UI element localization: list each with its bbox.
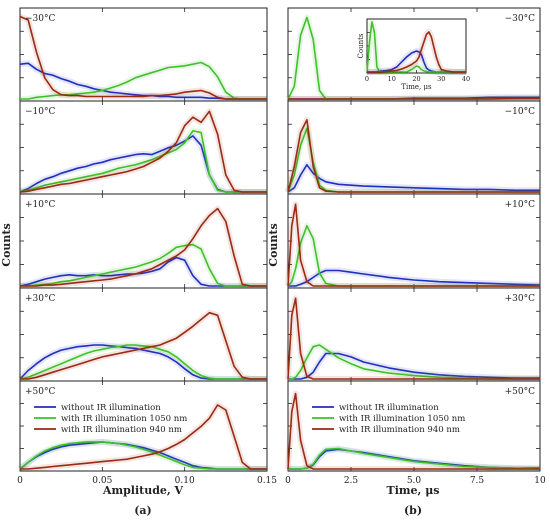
inset-x-label: Time, μs — [401, 83, 432, 91]
temperature-label: −30°C — [25, 14, 55, 24]
subplot-frame — [287, 287, 541, 382]
subplot-b-minus30: −30°C 0 10 20 30 40 Time, μs Counts — [285, 7, 541, 102]
series-line-brown — [287, 392, 540, 470]
inset-y-label: Counts — [357, 33, 365, 58]
legend-entry-blue: without IR illumination — [61, 403, 161, 413]
temperature-label: +10°C — [25, 200, 55, 210]
x-tick-label: 0.05 — [92, 476, 112, 486]
subplot-b-plus30: +30°C — [285, 287, 541, 382]
y-axis-label-b: Counts — [267, 223, 280, 266]
series-line-green — [288, 447, 541, 470]
temperature-label: +10°C — [505, 200, 535, 210]
panel-label-b: (b) — [404, 504, 422, 517]
inset-chart: 0 10 20 30 40 Time, μs Counts — [357, 18, 470, 91]
series-line-green — [19, 441, 267, 470]
subplot-frame — [287, 380, 541, 472]
x-tick-label: 0.10 — [175, 476, 195, 486]
inset-series-line-green — [366, 21, 466, 73]
temperature-label: −10°C — [505, 107, 535, 117]
temperature-label: −30°C — [505, 14, 535, 24]
x-tick-label: 0 — [285, 476, 291, 486]
panel-label-a: (a) — [134, 504, 152, 517]
series-line-brown — [20, 404, 267, 470]
inset-frame — [366, 18, 467, 74]
series-line-blue — [287, 164, 540, 193]
legend-entry-blue: without IR illumination — [339, 403, 439, 413]
series-line-brown — [19, 110, 267, 193]
series-line-brown — [19, 15, 267, 100]
subplot-a-plus50: +50°C — [18, 380, 268, 472]
inset-x-tick-label: 30 — [437, 75, 445, 83]
subplot-frame — [19, 7, 268, 102]
subplot-a-minus30: −30°C — [18, 7, 268, 102]
plot-area: −30°C −10°C +10°C +30°C +50°C 0 0.05 0.10 0.15 wi… — [17, 7, 546, 486]
series-line-brown — [287, 203, 540, 287]
series-line-green — [20, 243, 267, 287]
subplot-b-plus50: +50°C — [285, 380, 541, 472]
series-line-brown — [287, 119, 540, 193]
legend-entry-brown: with IR illumination 940 nm — [339, 425, 460, 435]
series-line-brown — [288, 97, 540, 100]
subplot-a-minus10: −10°C — [18, 100, 268, 195]
x-tick-label: 5.0 — [407, 476, 422, 486]
series-line-blue — [288, 269, 541, 287]
inset-x-tick-label: 20 — [412, 75, 420, 83]
x-tick-label: 7.5 — [470, 476, 485, 486]
inset-x-tick-label: 10 — [388, 75, 396, 83]
x-axis-label-b: Time, μs — [387, 484, 440, 497]
series-line-green — [19, 130, 267, 193]
legend-entry-green: with IR illumination 1050 nm — [339, 414, 465, 424]
temperature-label: +50°C — [505, 387, 535, 397]
x-tick-label: 10 — [534, 476, 546, 486]
legend-entry-green: with IR illumination 1050 nm — [61, 414, 187, 424]
series-line-green — [19, 344, 267, 380]
x-tick-label: 0.15 — [257, 476, 277, 486]
x-tick-label: 2.5 — [344, 476, 359, 486]
series-line-brown — [287, 297, 540, 380]
y-axis-label-a: Counts — [0, 223, 13, 266]
temperature-label: +30°C — [505, 294, 535, 304]
subplot-frame — [287, 193, 541, 289]
subplot-frame — [19, 100, 268, 195]
subplot-b-plus10: +10°C — [285, 193, 541, 289]
series-line-blue — [288, 352, 540, 380]
temperature-label: +30°C — [25, 294, 55, 304]
x-tick-label: 0 — [17, 476, 23, 486]
subplot-b-minus10: −10°C — [285, 100, 541, 195]
subplot-frame — [287, 100, 541, 195]
x-axis-label-a: Amplitude, V — [102, 484, 184, 497]
series-line-brown — [20, 207, 267, 287]
subplot-a-plus30: +30°C — [17, 287, 268, 382]
temperature-label: +50°C — [25, 387, 55, 397]
legend-entry-brown: with IR illumination 940 nm — [61, 425, 182, 435]
subplot-a-plus10: +10°C — [19, 193, 268, 289]
inset-series-line-brown — [367, 31, 466, 73]
series-line-brown — [20, 311, 267, 380]
temperature-label: −10°C — [25, 107, 55, 117]
inset-x-tick-label: 40 — [462, 75, 470, 83]
inset-x-tick-label: 0 — [365, 75, 369, 83]
